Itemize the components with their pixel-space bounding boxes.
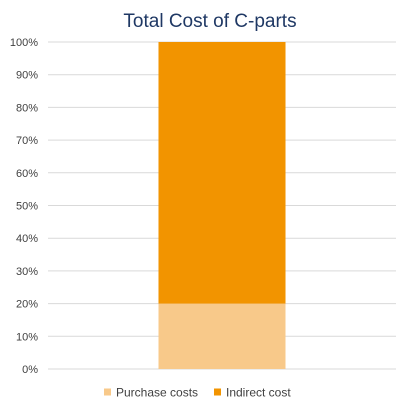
y-axis-tick-labels: 0% 10% 20% 30% 40% 50% 60% 70% 80% 90% 100% (10, 37, 38, 376)
legend-swatch (104, 388, 111, 396)
legend-item: Purchase costs (104, 386, 198, 400)
y-tick-label: 100% (10, 37, 38, 49)
y-tick-label: 90% (16, 70, 38, 82)
legend-label: Purchase costs (116, 386, 198, 400)
legend: Purchase costs Indirect cost (104, 386, 291, 400)
y-tick-label: 0% (22, 364, 38, 376)
y-tick-label: 80% (16, 102, 38, 114)
y-tick-label: 20% (16, 299, 38, 311)
legend-swatch (214, 388, 221, 396)
bar-segment (158, 303, 286, 369)
bar-segments (158, 42, 286, 369)
legend-label: Indirect cost (226, 386, 291, 400)
y-tick-label: 60% (16, 168, 38, 180)
y-tick-label: 40% (16, 233, 38, 245)
y-tick-label: 10% (16, 331, 38, 343)
chart-title: Total Cost of C-parts (123, 11, 296, 32)
y-tick-label: 30% (16, 266, 38, 278)
y-tick-label: 70% (16, 135, 38, 147)
y-tick-label: 50% (16, 201, 38, 213)
bar-segment (158, 42, 286, 304)
legend-item: Indirect cost (214, 386, 291, 400)
